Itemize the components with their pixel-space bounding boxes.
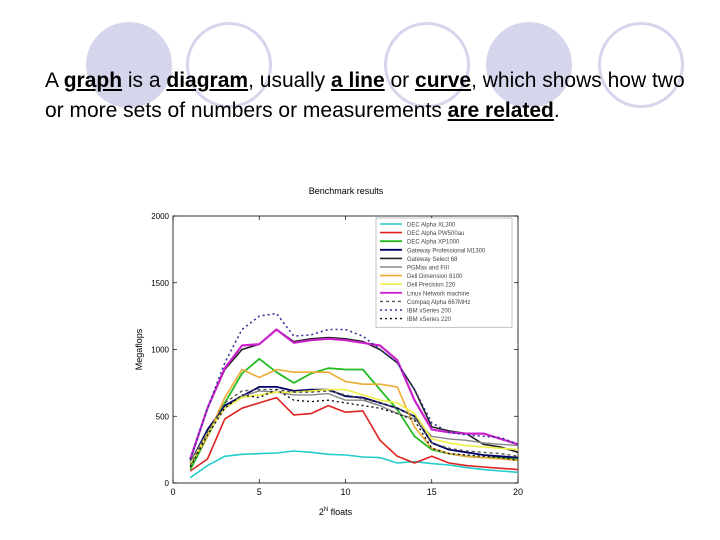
- decorative-circle: [598, 22, 684, 108]
- y-tick-label: 0: [165, 479, 170, 488]
- x-axis-label-superscript: N: [324, 507, 328, 513]
- benchmark-line-chart: Benchmark results Megaflops 2N floats 0 5…: [134, 186, 523, 517]
- decorative-circle: [186, 22, 272, 108]
- decorative-circle: [486, 22, 572, 108]
- body-text-segment: or: [384, 69, 416, 92]
- x-axis-label-base: 2: [319, 507, 324, 517]
- x-axis-label: 2N floats: [319, 507, 353, 517]
- body-text-segment: is a: [122, 69, 167, 92]
- y-tick-label: 1500: [151, 279, 169, 288]
- series-line-9: [189, 328, 519, 460]
- series-line-10: [189, 388, 519, 466]
- body-text-segment: , usually: [248, 69, 331, 92]
- x-tick-label: 15: [427, 487, 437, 497]
- series-line-1: [189, 450, 519, 479]
- y-axis-label: Megaflops: [134, 328, 144, 370]
- legend-entry: Dell Dimension 8100: [407, 274, 463, 280]
- legend-entry: Compaq Alpha 667MHz: [407, 300, 470, 306]
- decorative-circles: [0, 0, 720, 120]
- y-tick-label: 1000: [151, 346, 169, 355]
- legend-entry: DEC Alpha XP1000: [407, 240, 460, 246]
- legend-box: [375, 217, 513, 328]
- legend-entry: Gateway Professional M1300: [407, 248, 486, 254]
- body-text-segment: .: [553, 99, 560, 122]
- x-axis-label-rest: floats: [328, 507, 353, 517]
- decorative-circle: [86, 22, 172, 108]
- series-line-11: [189, 312, 519, 460]
- legend-entry: DEC Alpha XL300: [407, 223, 456, 229]
- keyword-term: curve: [415, 69, 472, 92]
- keyword-term: diagram: [166, 69, 249, 92]
- series-line-2: [189, 396, 519, 472]
- series-line-12: [189, 388, 519, 468]
- keyword-term: graph: [63, 69, 123, 92]
- keyword-term: are related: [447, 99, 554, 122]
- decorative-circle: [384, 22, 470, 108]
- legend-entry: IBM xSeries 200: [407, 309, 452, 315]
- legend-entry: IBM xSeries 220: [407, 317, 452, 323]
- body-text-segment: A: [45, 69, 64, 92]
- series-line-7: [189, 368, 519, 467]
- body-text-segment: , which shows how two or more sets of nu…: [45, 69, 685, 122]
- legend-entry: Linux Network machine: [407, 291, 470, 297]
- x-tick-label: 10: [340, 487, 350, 497]
- legend-entry: DEC Alpha PW500au: [407, 231, 464, 237]
- legend-entry: Gateway Select 68: [407, 257, 458, 263]
- x-tick-label: 5: [257, 487, 262, 497]
- legend-entry: PGMax and FIII: [407, 266, 449, 272]
- y-tick-label: 500: [156, 412, 170, 421]
- chart-title: Benchmark results: [309, 186, 384, 196]
- keyword-term: a line: [330, 69, 385, 92]
- series-line-6: [189, 390, 519, 464]
- x-tick-label: 0: [170, 487, 175, 497]
- y-tick-label: 2000: [151, 212, 169, 221]
- series-line-8: [189, 388, 519, 465]
- legend-entry: Dell Precision 220: [407, 283, 456, 289]
- slide-body-text: A graph is a diagram, usually a line or …: [45, 66, 685, 126]
- x-tick-label: 20: [513, 487, 523, 497]
